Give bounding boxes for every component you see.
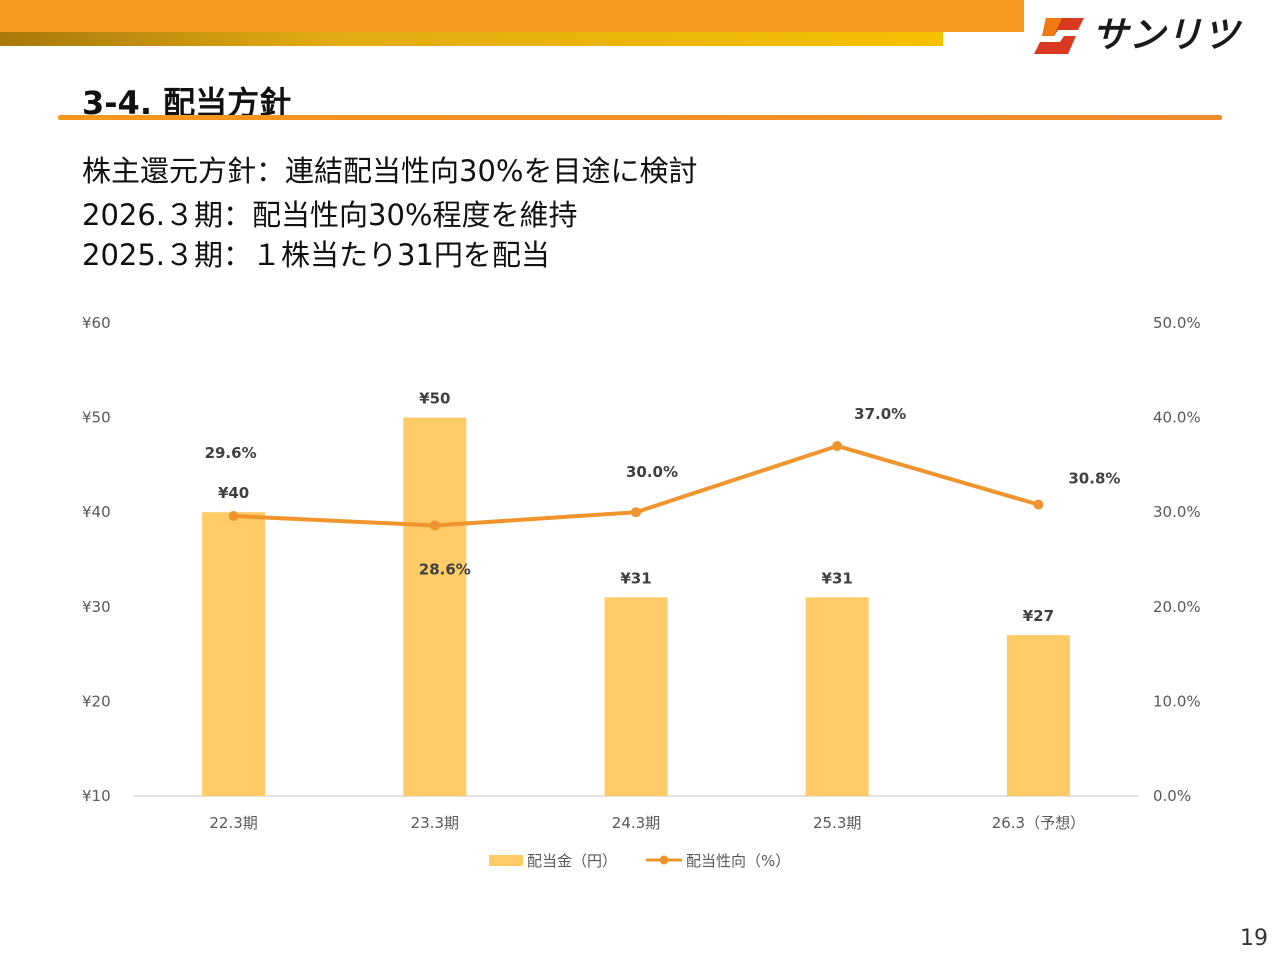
line-data-label: 28.6%	[419, 560, 471, 578]
category-labels: 22.3期 23.3期 24.3期 25.3期 26.3（予想）	[209, 814, 1085, 832]
bar-data-label: ¥27	[1023, 607, 1054, 625]
line-point	[832, 440, 843, 451]
logo-mark-icon	[1034, 18, 1084, 54]
left-tick-label: ¥30	[82, 598, 111, 616]
chart-legend: 配当金（円） 配当性向（%）	[489, 852, 790, 870]
left-tick-label: ¥10	[82, 787, 111, 805]
bar-data-label: ¥31	[620, 569, 651, 587]
left-axis: ¥60 ¥50 ¥40 ¥30 ¥20 ¥10	[82, 314, 111, 805]
bar	[403, 417, 467, 796]
bar	[1006, 635, 1070, 796]
policy-line-3: 2025.３期：１株当たり31円を配当	[82, 238, 550, 272]
bar	[805, 597, 869, 796]
left-tick-label: ¥40	[82, 503, 111, 521]
bar	[202, 512, 266, 796]
header-gold-band	[0, 32, 943, 46]
line-data-label: 37.0%	[854, 405, 906, 423]
bar	[604, 597, 668, 796]
category-label: 24.3期	[612, 814, 660, 832]
line-data-label: 30.0%	[626, 463, 678, 481]
right-tick-label: 20.0%	[1153, 598, 1201, 616]
right-tick-label: 10.0%	[1153, 692, 1201, 710]
right-tick-label: 50.0%	[1153, 314, 1201, 332]
line-data-label: 30.8%	[1068, 470, 1120, 488]
line-point	[429, 520, 440, 531]
bar-series: ¥40 ¥50 ¥31 ¥31 ¥27	[202, 390, 1070, 796]
page-number: 19	[1240, 926, 1268, 951]
brand-name: サンリツ	[1092, 15, 1241, 56]
line-point	[1033, 499, 1044, 510]
title-underline	[58, 115, 1222, 120]
category-label: 23.3期	[411, 814, 459, 832]
right-axis: 50.0% 40.0% 30.0% 20.0% 10.0% 0.0%	[1153, 314, 1201, 805]
left-tick-label: ¥20	[82, 692, 111, 710]
line-series: 29.6% 28.6% 30.0% 37.0% 30.8%	[205, 405, 1121, 578]
policy-line-1: 株主還元方針：連結配当性向30%を目途に検討	[82, 154, 698, 188]
right-tick-label: 30.0%	[1153, 503, 1201, 521]
category-label: 25.3期	[813, 814, 861, 832]
bar-data-label: ¥50	[419, 390, 450, 408]
line-point	[228, 510, 239, 521]
bar-data-label: ¥40	[218, 484, 249, 502]
company-logo: サンリツ	[1032, 14, 1264, 58]
legend-bar-label: 配当金（円）	[527, 852, 617, 870]
legend-bar-swatch	[489, 855, 523, 866]
header-orange-band	[0, 0, 1024, 32]
category-label: 22.3期	[209, 814, 257, 832]
legend-line-marker	[659, 855, 669, 865]
category-label: 26.3（予想）	[992, 814, 1085, 832]
line-point	[631, 507, 641, 518]
legend-line-label: 配当性向（%）	[686, 852, 790, 870]
right-tick-label: 40.0%	[1153, 409, 1201, 427]
right-tick-label: 0.0%	[1153, 787, 1191, 805]
policy-line-2: 2026.３期：配当性向30%程度を維持	[82, 198, 578, 232]
bar-data-label: ¥31	[822, 569, 853, 587]
left-tick-label: ¥60	[82, 314, 111, 332]
line-data-label: 29.6%	[205, 444, 257, 462]
left-tick-label: ¥50	[82, 409, 111, 427]
